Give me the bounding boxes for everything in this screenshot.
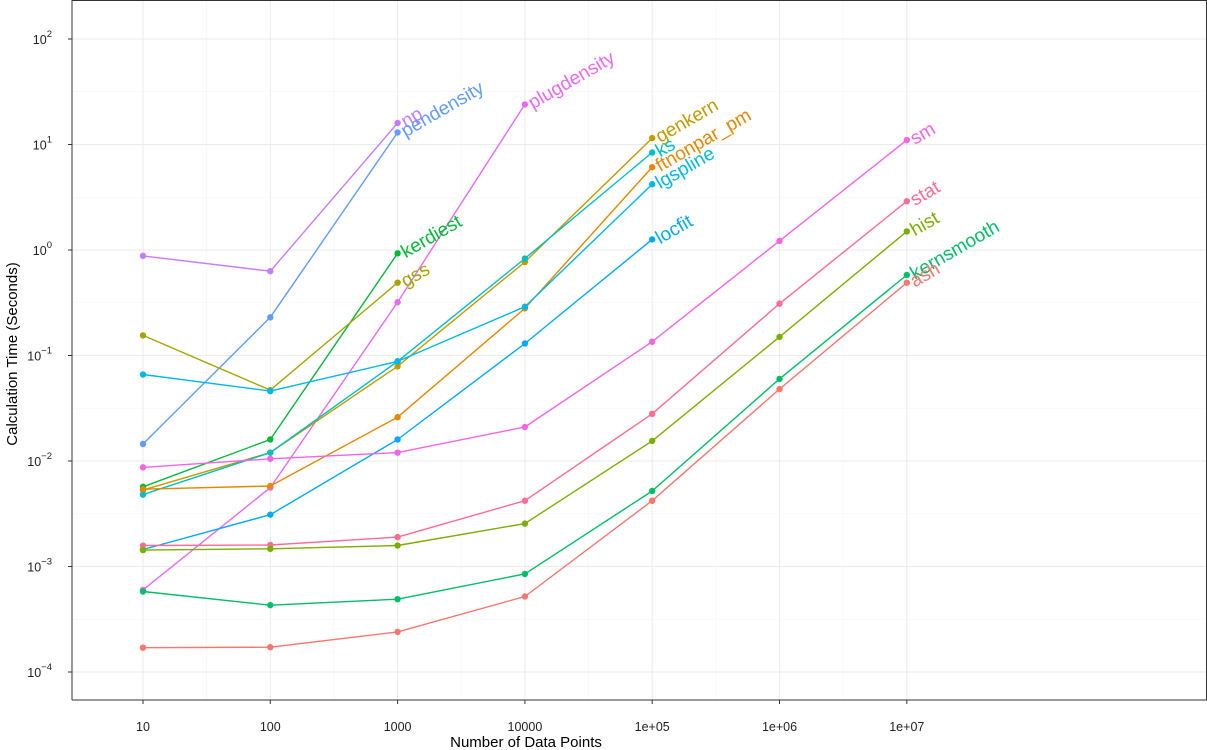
data-point-sm <box>267 455 274 462</box>
data-point-ftnonpar_pm <box>649 163 656 171</box>
x-axis-title: Number of Data Points <box>450 734 602 750</box>
x-axis-tick-labels: 10 100 1000 10000 1e+05 1e+06 1e+07 <box>136 700 924 734</box>
data-point-kerdiest <box>267 436 274 443</box>
data-point-stat <box>521 497 529 504</box>
y-axis-title: Calculation Time (Seconds) <box>4 262 21 445</box>
x-tick-label: 100 <box>260 720 281 734</box>
x-tick-label: 1e+07 <box>889 720 924 734</box>
data-point-sm <box>903 136 910 144</box>
data-point-genkern <box>394 363 401 370</box>
data-point-sm <box>394 449 401 456</box>
data-point-hist <box>139 546 147 554</box>
data-point-plugdensity <box>521 101 529 108</box>
data-point-stat <box>776 300 783 307</box>
data-point-sm <box>649 338 656 345</box>
data-point-stat <box>649 410 656 418</box>
x-tick-label: 10 <box>136 720 150 734</box>
data-point-stat <box>394 533 401 541</box>
data-point-plugdensity <box>394 299 401 306</box>
data-point-kerdiest <box>394 250 401 257</box>
data-point-gss <box>139 332 147 339</box>
data-point-pendensity <box>394 129 401 136</box>
data-point-ash <box>649 497 656 504</box>
data-point-hist <box>267 545 274 553</box>
data-point-sm <box>521 423 529 431</box>
data-point-kernsmooth <box>267 601 274 609</box>
x-tick-label: 1e+05 <box>635 720 670 734</box>
y-tick-exponent: −2 <box>41 451 52 462</box>
data-point-genkern <box>649 134 656 142</box>
data-point-kernsmooth <box>649 487 656 495</box>
x-tick-label: 10000 <box>508 720 543 734</box>
data-point-stat <box>903 198 910 205</box>
data-point-lgspline <box>649 181 656 188</box>
data-point-ash <box>776 385 783 393</box>
data-point-ks <box>139 491 147 498</box>
data-point-hist <box>776 333 783 341</box>
data-point-pendensity <box>139 440 147 448</box>
data-point-ks <box>267 449 274 456</box>
data-point-lgspline <box>521 303 529 310</box>
y-tick-exponent: −3 <box>41 557 52 568</box>
data-point-ftnonpar_pm <box>267 482 274 490</box>
data-point-ash <box>521 593 529 600</box>
data-point-pendensity <box>267 314 274 321</box>
series-points <box>139 101 910 651</box>
x-tick-label: 1e+06 <box>762 720 797 734</box>
x-tick-label: 1000 <box>384 720 412 734</box>
data-point-kernsmooth <box>521 570 529 578</box>
data-point-np <box>267 267 274 275</box>
data-point-hist <box>649 437 656 445</box>
y-tick-exponent: 0 <box>47 240 52 251</box>
data-point-np <box>139 252 147 260</box>
data-point-ftnonpar_pm <box>139 486 147 493</box>
data-point-locfit <box>521 340 529 347</box>
data-point-ks <box>649 149 656 156</box>
data-point-kernsmooth <box>903 271 910 279</box>
y-tick-exponent: −1 <box>41 346 52 357</box>
data-point-gss <box>394 279 401 286</box>
data-point-np <box>394 119 401 127</box>
data-point-kernsmooth <box>139 588 147 595</box>
data-point-hist <box>903 228 910 235</box>
data-point-ash <box>139 644 147 651</box>
data-point-ash <box>394 628 401 636</box>
data-point-lgspline <box>394 358 401 365</box>
data-point-kernsmooth <box>394 595 401 603</box>
data-point-locfit <box>649 236 656 243</box>
data-point-stat <box>139 542 147 549</box>
y-tick-exponent: 2 <box>47 29 52 40</box>
data-point-locfit <box>394 436 401 443</box>
data-point-ash <box>903 279 910 286</box>
data-point-ash <box>267 643 274 651</box>
y-tick-exponent: 1 <box>47 135 52 146</box>
data-point-lgspline <box>139 371 147 378</box>
data-point-ks <box>521 255 529 262</box>
data-point-sm <box>139 464 147 471</box>
data-point-kernsmooth <box>776 375 783 383</box>
data-point-sm <box>776 237 783 245</box>
data-point-ftnonpar_pm <box>394 414 401 421</box>
data-point-lgspline <box>267 387 274 395</box>
data-point-hist <box>394 542 401 549</box>
data-point-locfit <box>267 511 274 518</box>
y-tick-exponent: −4 <box>41 662 52 673</box>
series-line-plugdensity <box>142 104 526 591</box>
data-point-hist <box>521 520 529 527</box>
